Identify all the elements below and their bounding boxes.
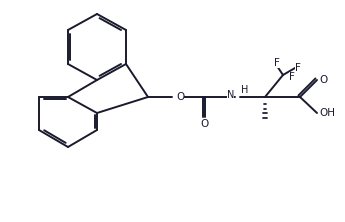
Text: O: O bbox=[176, 92, 184, 102]
Text: O: O bbox=[319, 75, 327, 85]
Text: H: H bbox=[241, 85, 248, 95]
Text: O: O bbox=[201, 119, 209, 129]
Text: F: F bbox=[274, 58, 280, 68]
Text: OH: OH bbox=[319, 108, 335, 118]
Text: F: F bbox=[289, 72, 295, 82]
Text: F: F bbox=[295, 63, 301, 73]
Text: N: N bbox=[227, 90, 234, 100]
